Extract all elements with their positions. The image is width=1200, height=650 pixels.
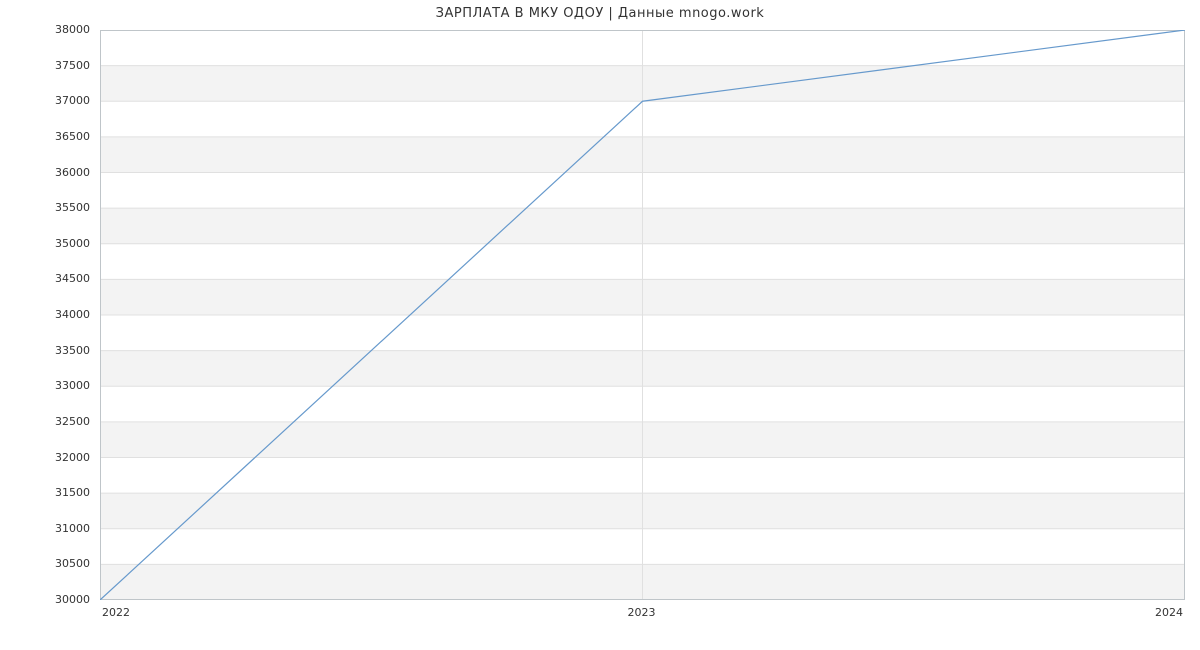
y-tick-label: 31000 (0, 522, 90, 535)
y-tick-label: 36500 (0, 130, 90, 143)
x-tick-label: 2022 (102, 606, 130, 619)
x-tick-label: 2023 (628, 606, 656, 619)
y-tick-label: 31500 (0, 486, 90, 499)
y-tick-label: 36000 (0, 166, 90, 179)
plot-area (100, 30, 1185, 600)
y-tick-label: 33000 (0, 379, 90, 392)
y-tick-label: 37000 (0, 94, 90, 107)
y-tick-label: 30500 (0, 557, 90, 570)
y-tick-label: 30000 (0, 593, 90, 606)
y-tick-label: 35500 (0, 201, 90, 214)
chart-container: ЗАРПЛАТА В МКУ ОДОУ | Данные mnogo.work … (0, 0, 1200, 650)
y-tick-label: 37500 (0, 59, 90, 72)
y-tick-label: 34000 (0, 308, 90, 321)
y-tick-label: 32000 (0, 451, 90, 464)
y-tick-label: 32500 (0, 415, 90, 428)
y-tick-label: 34500 (0, 272, 90, 285)
y-tick-label: 33500 (0, 344, 90, 357)
y-tick-label: 38000 (0, 23, 90, 36)
x-tick-label: 2024 (1155, 606, 1183, 619)
chart-title: ЗАРПЛАТА В МКУ ОДОУ | Данные mnogo.work (0, 6, 1200, 21)
y-tick-label: 35000 (0, 237, 90, 250)
